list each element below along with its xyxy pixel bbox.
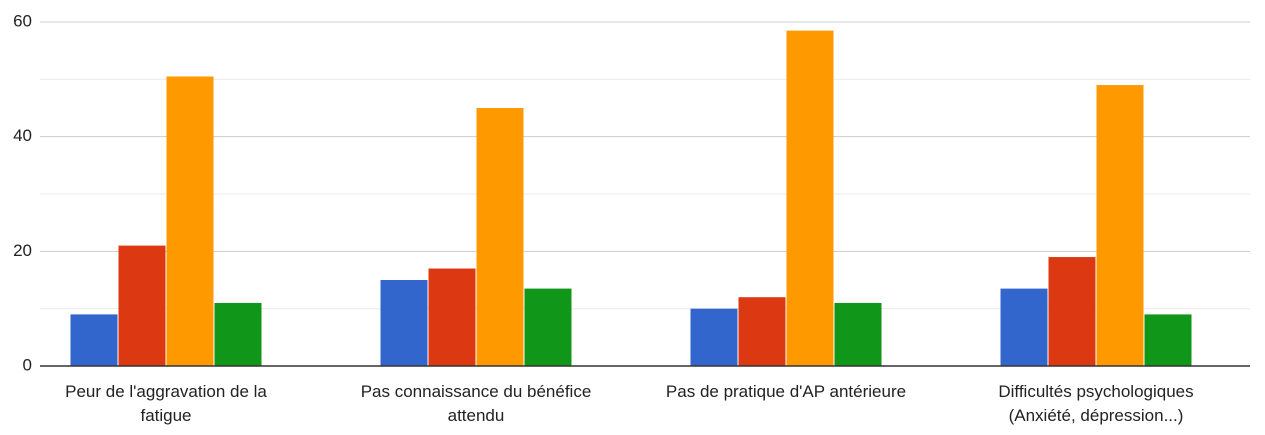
bar (1096, 85, 1144, 367)
bar (834, 302, 882, 366)
x-tick-label: Pas connaissance du bénéfice attendu (360, 382, 592, 425)
bar (1048, 257, 1096, 366)
bar (428, 268, 476, 366)
bar (1144, 314, 1192, 366)
bar (738, 297, 786, 366)
bar (214, 302, 262, 366)
y-tick-label: 60 (13, 11, 32, 30)
x-tick-label: Peur de l'aggravation de la fatigue (65, 382, 267, 425)
bar (786, 30, 834, 366)
bar (166, 76, 214, 366)
bar (476, 108, 524, 366)
bar (524, 288, 572, 366)
bar (118, 245, 166, 366)
x-tick-label: Difficultés psychologiques (Anxiété, dép… (998, 382, 1194, 425)
bar (690, 308, 738, 366)
y-tick-label: 0 (23, 355, 32, 374)
bar (380, 280, 428, 366)
y-tick-label: 20 (13, 241, 32, 260)
x-tick-label: Pas de pratique d'AP antérieure (665, 382, 907, 401)
y-tick-label: 40 (13, 126, 32, 145)
bar (1000, 288, 1048, 366)
bar (70, 314, 118, 366)
